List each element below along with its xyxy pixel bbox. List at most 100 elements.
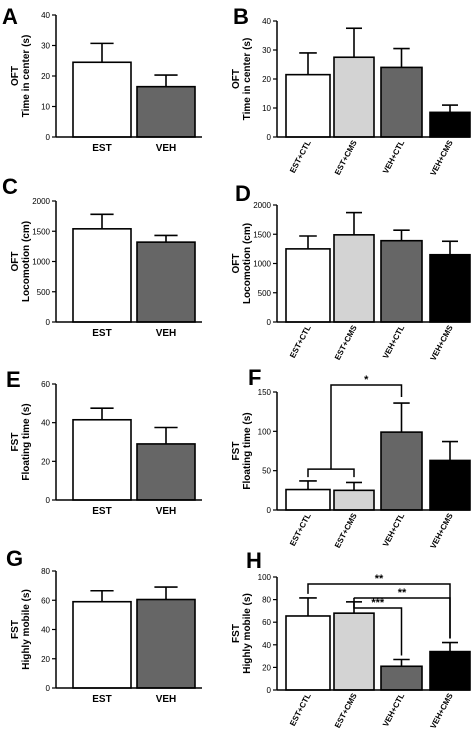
y-axis-label-c-line1: OFT xyxy=(10,252,21,272)
significance-bracket-f-1 xyxy=(330,384,403,470)
y-tick-label-h-1: 20 xyxy=(262,663,271,672)
y-tick-label-b-4: 40 xyxy=(262,17,271,26)
category-label-g-1: EST xyxy=(92,694,111,705)
category-label-a-1: EST xyxy=(92,143,111,154)
y-axis-label-h-line2: Highly mobile (s) xyxy=(242,593,253,674)
y-tick-label-d-0: 0 xyxy=(267,318,272,327)
y-axis-label-g-line2: Highly mobile (s) xyxy=(21,589,32,670)
y-axis-label-h-line1: FST xyxy=(231,624,242,643)
bar-a-2 xyxy=(136,85,196,138)
panel-letter-e: E xyxy=(6,367,21,392)
y-axis-label-d-line1: OFT xyxy=(231,254,242,274)
category-label-e-1: EST xyxy=(92,506,111,517)
y-tick-label-d-4: 2000 xyxy=(253,201,271,210)
panel-g: G FST Highly mobile (s) EST VEH 0 20 40 60 80 xyxy=(6,546,202,705)
y-axis-label-f-line1: FST xyxy=(231,442,242,461)
bar-d-1 xyxy=(285,248,331,323)
y-axis-label-e-line2: Floating time (s) xyxy=(21,403,32,480)
category-label-h-3: VEH+CTL xyxy=(381,692,406,729)
y-tick-label-c-4: 2000 xyxy=(32,197,50,206)
bar-h-4 xyxy=(429,650,471,691)
panel-c: C OFT Locomotion (cm) EST VEH 0 500 1000 1500 200… xyxy=(2,174,202,339)
category-label-g-2: VEH xyxy=(156,694,177,705)
bar-e-2 xyxy=(136,443,196,501)
y-axis-label-c-line2: Locomotion (cm) xyxy=(21,221,32,302)
category-label-c-2: VEH xyxy=(156,328,177,339)
y-tick-label-b-3: 30 xyxy=(262,46,271,55)
y-axis-label-d-line2: Locomotion (cm) xyxy=(242,223,253,304)
y-axis-label-e-line1: FST xyxy=(10,433,21,452)
y-tick-label-h-5: 100 xyxy=(258,573,272,582)
y-tick-label-d-1: 500 xyxy=(258,289,272,298)
panel-h: H FST Highly mobile (s) EST+CTL EST+CMS VEH+C… xyxy=(231,548,471,730)
bar-h-2 xyxy=(333,612,375,691)
y-tick-label-h-0: 0 xyxy=(267,686,272,695)
y-tick-label-d-2: 1000 xyxy=(253,260,271,269)
category-label-e-2: VEH xyxy=(156,506,177,517)
y-tick-label-h-3: 60 xyxy=(262,618,271,627)
y-tick-label-f-0: 0 xyxy=(267,506,272,515)
y-tick-label-h-2: 40 xyxy=(262,641,271,650)
y-axis-label-a-line1: OFT xyxy=(10,66,21,86)
bar-f-1 xyxy=(285,488,331,511)
category-label-d-3: VEH+CTL xyxy=(381,324,406,361)
y-axis-label-g-line1: FST xyxy=(10,620,21,639)
panel-b: B OFT Time in center (s) EST+CTL EST+CMS VEH+… xyxy=(231,4,471,177)
bar-c-1 xyxy=(72,228,132,323)
bar-a-1 xyxy=(72,61,132,138)
category-label-h-1: EST+CTL xyxy=(288,692,313,728)
y-tick-label-b-0: 0 xyxy=(267,133,272,142)
category-label-h-2: EST+CMS xyxy=(333,691,359,729)
significance-bracket-f-1-group xyxy=(307,468,355,478)
category-label-b-4: VEH+CMS xyxy=(429,138,456,177)
y-tick-label-e-0: 0 xyxy=(46,496,51,505)
bar-f-3 xyxy=(380,431,423,511)
bar-d-4 xyxy=(429,253,471,323)
y-tick-label-g-1: 20 xyxy=(41,655,50,664)
y-tick-label-c-2: 1000 xyxy=(32,258,50,267)
category-label-b-1: EST+CTL xyxy=(288,139,313,175)
bar-g-1 xyxy=(72,600,132,689)
bar-d-3 xyxy=(380,239,423,323)
category-label-b-3: VEH+CTL xyxy=(381,139,406,176)
bar-b-2 xyxy=(333,56,375,138)
bar-c-2 xyxy=(136,241,196,323)
panel-letter-g: G xyxy=(6,546,23,571)
y-tick-label-e-1: 20 xyxy=(41,457,50,466)
panel-letter-f: F xyxy=(248,365,261,390)
bar-b-4 xyxy=(429,111,471,138)
category-label-b-2: EST+CMS xyxy=(333,138,359,176)
panel-letter-b: B xyxy=(233,4,249,29)
category-label-d-4: VEH+CMS xyxy=(429,323,456,362)
panel-a: A OFT Time in center (s) EST VEH 0 10 20 30 40 xyxy=(2,4,202,154)
y-tick-label-a-0: 0 xyxy=(46,133,51,142)
category-label-f-3: VEH+CTL xyxy=(381,512,406,549)
bar-e-1 xyxy=(72,418,132,501)
y-tick-label-c-3: 1500 xyxy=(32,227,50,236)
y-tick-label-b-2: 20 xyxy=(262,75,271,84)
bar-h-1 xyxy=(285,615,331,691)
panel-letter-h: H xyxy=(246,548,262,573)
significance-bracket-h-3 xyxy=(353,597,403,656)
category-label-a-2: VEH xyxy=(156,143,177,154)
y-tick-label-g-2: 40 xyxy=(41,626,50,635)
bar-f-4 xyxy=(429,459,471,511)
y-tick-label-e-3: 60 xyxy=(41,380,50,389)
significance-label-h-3: *** xyxy=(371,597,385,609)
panel-d: D OFT Locomotion (cm) EST+CTL EST+CMS VEH+CTL… xyxy=(231,181,471,362)
bar-f-2 xyxy=(333,489,375,511)
y-tick-label-h-4: 80 xyxy=(262,596,271,605)
y-tick-label-f-3: 150 xyxy=(258,388,272,397)
y-tick-label-a-4: 40 xyxy=(41,11,50,20)
y-tick-label-a-2: 20 xyxy=(41,72,50,81)
category-label-f-4: VEH+CMS xyxy=(429,511,456,550)
panel-e: E FST Floating time (s) EST VEH 0 20 40 60 xyxy=(6,367,202,517)
category-label-h-4: VEH+CMS xyxy=(429,691,456,730)
y-tick-label-f-2: 100 xyxy=(258,427,272,436)
y-axis-label-a-line2: Time in center (s) xyxy=(21,35,32,118)
y-tick-label-e-2: 40 xyxy=(41,419,50,428)
y-axis-label-b-line1: OFT xyxy=(231,69,242,89)
y-tick-label-d-3: 1500 xyxy=(253,230,271,239)
panel-letter-a: A xyxy=(2,4,18,29)
